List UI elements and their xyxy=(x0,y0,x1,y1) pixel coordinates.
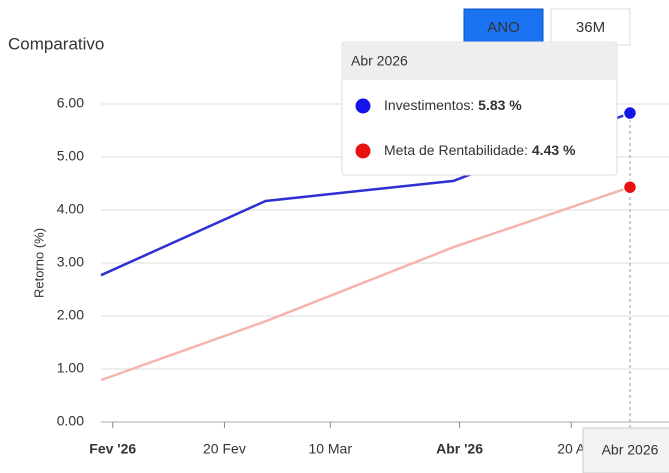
y-axis-label: Retorno (%) xyxy=(31,228,46,298)
y-tick-label: 0.00 xyxy=(57,413,84,429)
tooltip-title: Abr 2026 xyxy=(351,53,408,69)
legend-marker xyxy=(355,98,371,114)
y-tick-label: 5.00 xyxy=(57,148,84,164)
chart-title: Comparativo xyxy=(8,34,104,53)
button-label[interactable]: 36M xyxy=(576,19,605,36)
x-tick-label: Fev '26 xyxy=(89,441,136,457)
legend-label: Investimentos: 5.83 % xyxy=(384,97,522,113)
hover-marker xyxy=(622,179,638,195)
y-tick-label: 1.00 xyxy=(57,360,84,376)
hover-marker xyxy=(622,105,638,121)
legend-sep: : xyxy=(524,142,532,158)
legend-marker xyxy=(355,143,371,159)
tooltip-header xyxy=(343,43,616,80)
button[interactable] xyxy=(463,8,544,46)
line xyxy=(100,186,631,382)
legend-label: Meta de Rentabilidade: 4.43 % xyxy=(384,142,576,158)
value-label: 4.43 % xyxy=(532,142,576,158)
x-tick-label: Abr '26 xyxy=(436,441,483,457)
legend-name: Meta de Rentabilidade xyxy=(384,142,524,158)
y-tick-label: 6.00 xyxy=(57,95,84,111)
y-tick-label: 4.00 xyxy=(57,201,84,217)
x-tick-label: 20 A xyxy=(557,441,586,457)
crosshair-label-box xyxy=(582,427,669,473)
button[interactable] xyxy=(550,8,631,46)
x-tick-label: 10 Mar xyxy=(308,441,352,457)
x-tick-label: 20 Fev xyxy=(203,441,246,457)
button-label[interactable]: ANO xyxy=(487,19,520,36)
crosshair-label: Abr 2026 xyxy=(602,442,659,458)
y-tick-label: 3.00 xyxy=(57,254,84,270)
legend-name: Investimentos xyxy=(384,97,470,113)
value-label: 5.83 % xyxy=(478,97,522,113)
legend-sep: : xyxy=(470,97,478,113)
y-tick-label: 2.00 xyxy=(57,307,84,323)
